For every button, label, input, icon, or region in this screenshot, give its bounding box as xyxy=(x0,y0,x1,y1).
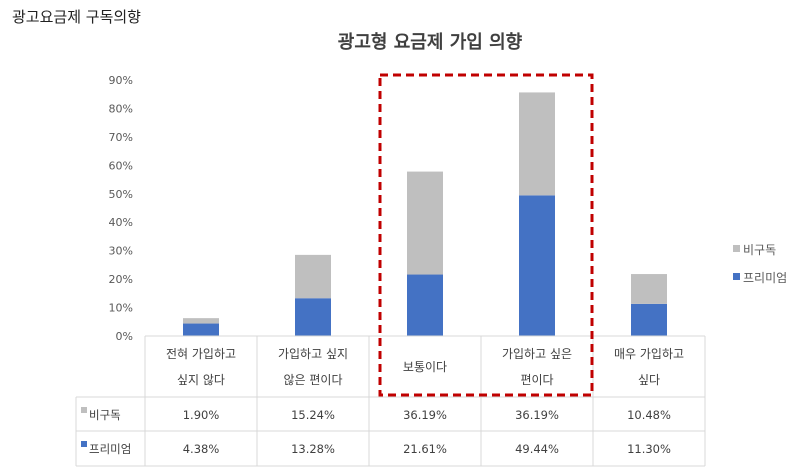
page-label: 광고요금제 구독의향 xyxy=(12,8,141,26)
category-label: 매우 가입하고 xyxy=(614,347,684,361)
y-tick-label: 50% xyxy=(109,188,133,201)
legend-label: 프리미엄 xyxy=(743,271,787,285)
legend-label: 비구독 xyxy=(743,243,776,257)
data-label: 49.44% xyxy=(515,442,559,456)
y-tick-label: 70% xyxy=(109,131,133,144)
data-label: 1.90% xyxy=(183,408,220,422)
category-label: 싶다 xyxy=(638,373,660,387)
highlight-box xyxy=(378,73,594,397)
bar-premium xyxy=(183,323,219,336)
bar-premium xyxy=(519,195,555,336)
y-tick-label: 80% xyxy=(109,102,133,115)
category-label: 싶지 않다 xyxy=(177,373,225,387)
data-label: 21.61% xyxy=(403,442,447,456)
legend-key xyxy=(733,273,740,280)
category-label: 편이다 xyxy=(520,373,553,387)
table-series-name: 프리미엄 xyxy=(89,442,131,456)
table-legend-key xyxy=(81,441,87,447)
y-tick-label: 40% xyxy=(109,216,133,229)
data-label: 11.30% xyxy=(627,442,671,456)
y-tick-label: 60% xyxy=(109,159,133,172)
data-label: 13.28% xyxy=(291,442,335,456)
bar-nonsub xyxy=(183,318,219,324)
data-label: 10.48% xyxy=(627,408,671,422)
bar-nonsub xyxy=(295,254,331,299)
data-label: 4.38% xyxy=(183,442,220,456)
bar-premium xyxy=(295,298,331,336)
y-tick-label: 90% xyxy=(109,74,133,87)
data-label: 36.19% xyxy=(515,408,559,422)
y-tick-label: 20% xyxy=(109,273,133,286)
chart-title: 광고형 요금제 가입 의향 xyxy=(338,31,523,53)
legend-key xyxy=(733,245,740,252)
data-label: 15.24% xyxy=(291,408,335,422)
category-label: 보통이다 xyxy=(403,360,447,374)
bar-premium xyxy=(407,274,443,336)
table-series-name: 비구독 xyxy=(89,408,121,422)
category-label: 가입하고 싶지 xyxy=(278,347,348,361)
y-tick-label: 10% xyxy=(109,302,133,315)
bar-nonsub xyxy=(407,171,443,275)
y-tick-label: 30% xyxy=(109,245,133,258)
bar-premium xyxy=(631,303,667,336)
data-label: 36.19% xyxy=(403,408,447,422)
category-label: 않은 편이다 xyxy=(283,373,342,387)
table-legend-key xyxy=(81,407,87,413)
category-label: 가입하고 싶은 xyxy=(502,347,572,361)
y-tick-label: 0% xyxy=(116,330,133,343)
category-label: 전혀 가입하고 xyxy=(166,347,236,361)
bar-nonsub xyxy=(631,274,667,304)
bar-nonsub xyxy=(519,92,555,196)
